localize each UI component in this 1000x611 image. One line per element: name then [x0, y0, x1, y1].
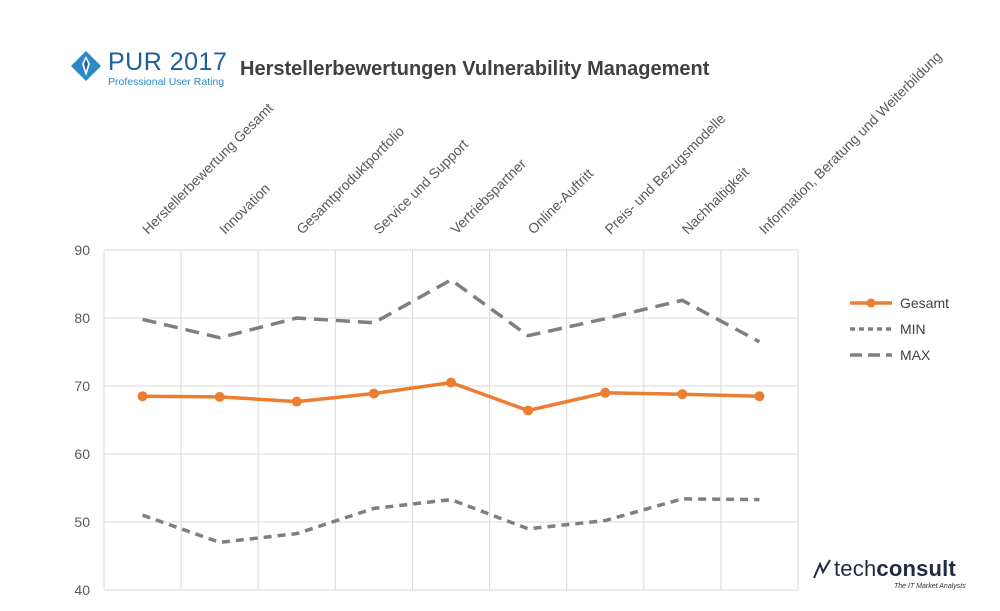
brand-tagline: The IT Market Analysts: [894, 583, 966, 590]
data-point-gesamt: [214, 391, 225, 402]
legend-item-min: MIN: [848, 318, 988, 344]
legend-swatch-gesamt: [850, 298, 892, 308]
legend-swatch-max: [850, 353, 892, 357]
data-point-gesamt: [446, 377, 456, 388]
diamond-logo-icon: [71, 51, 101, 81]
y-tick-label: 90: [74, 242, 90, 258]
y-tick-label: 50: [74, 514, 90, 530]
y-tick-label: 60: [74, 446, 90, 462]
legend-item-max: MAX: [848, 344, 988, 370]
y-tick-label: 40: [74, 582, 90, 598]
series-line-max: [142, 278, 761, 344]
grid-layer: [103, 249, 799, 591]
logo-subtitle: Professional User Rating: [108, 76, 225, 88]
pur-logo: PUR 2017 Professional User Rating: [70, 46, 250, 92]
data-point-gesamt: [523, 405, 534, 416]
data-point-gesamt: [600, 387, 611, 398]
swoosh-icon: [813, 559, 831, 579]
x-category-label: Vertriebspartner: [447, 155, 529, 237]
data-point-gesamt: [291, 396, 302, 407]
data-point-gesamt: [754, 391, 765, 402]
y-tick-label: 80: [74, 310, 90, 326]
chart-title: Herstellerbewertungen Vulnerability Mana…: [240, 58, 710, 80]
data-point-gesamt: [677, 389, 688, 400]
brand-name-bold: consult: [876, 556, 957, 581]
legend-label-max: MAX: [900, 347, 931, 363]
series-layer: [137, 278, 765, 545]
y-axis-ticks: 40 50 60 70 80 90: [74, 242, 90, 598]
x-category-label: Information, Beratung und Weiterbildung: [756, 48, 945, 237]
x-category-label: Nachhaltigkeit: [679, 164, 753, 238]
brand-name: techconsult: [834, 556, 956, 582]
series-line-min: [142, 497, 760, 545]
x-category-label: Online-Auftritt: [524, 165, 596, 237]
logo-title: PUR 2017: [108, 48, 228, 76]
techconsult-logo: techconsult The IT Market Analysts: [812, 554, 972, 594]
x-category-label: Herstellerbewertung Gesamt: [139, 100, 276, 237]
legend-label-gesamt: Gesamt: [900, 295, 950, 311]
legend-label-min: MIN: [900, 321, 926, 337]
legend: Gesamt MIN MAX: [848, 292, 988, 370]
data-point-gesamt: [368, 388, 379, 399]
legend-item-gesamt: Gesamt: [848, 292, 988, 318]
x-category-label: Preis- und Bezugsmodelle: [601, 110, 728, 237]
data-point-gesamt: [137, 391, 148, 402]
brand-name-light: tech: [834, 556, 877, 581]
y-tick-label: 70: [74, 378, 90, 394]
legend-swatch-min: [850, 327, 892, 331]
x-category-label: Innovation: [216, 180, 273, 237]
